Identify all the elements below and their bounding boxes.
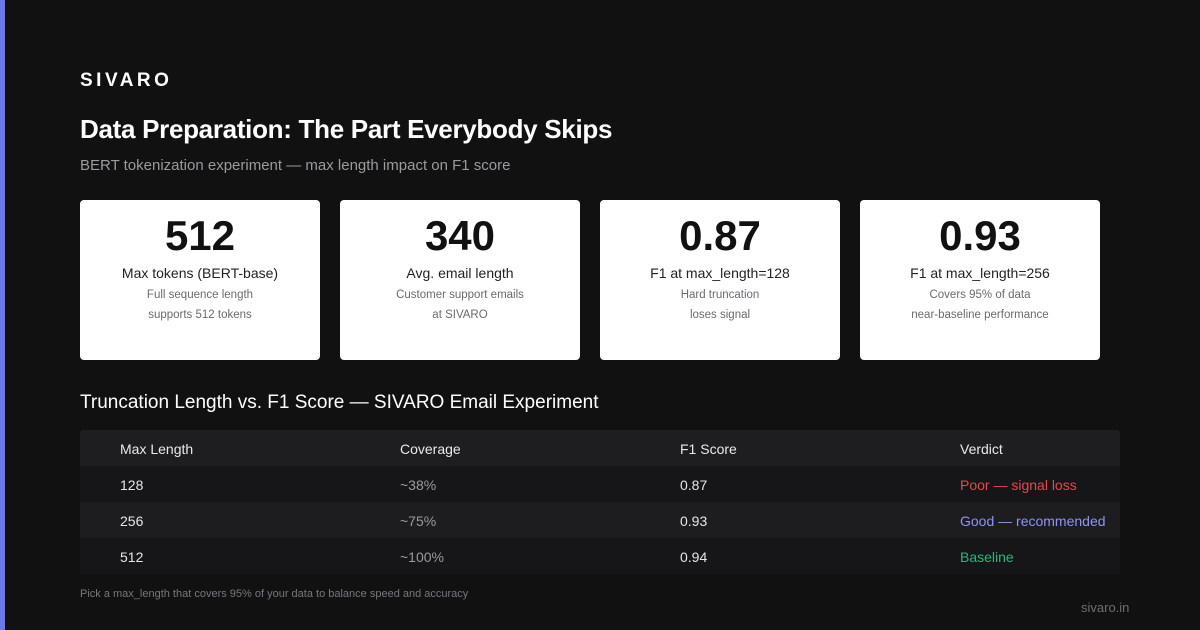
stat-description: at SIVARO bbox=[432, 309, 488, 321]
title: Data Preparation: The Part Everybody Ski… bbox=[80, 114, 613, 144]
stat-description: Full sequence length bbox=[146, 289, 254, 301]
stat-card: 0.93 F1 at max_length=256 Covers 95% of da… bbox=[860, 200, 1100, 360]
stat-card: 512 Max tokens (BERT-base) Full sequence l… bbox=[80, 200, 320, 360]
table-cell: ~38% bbox=[400, 477, 437, 493]
stat-card: 0.87 F1 at max_length=128 Hard truncation l… bbox=[600, 200, 840, 360]
column-header: Max Length bbox=[120, 441, 194, 457]
table-cell: 256 bbox=[120, 513, 144, 529]
table-cell: 0.94 bbox=[680, 549, 708, 565]
column-header: F1 Score bbox=[680, 441, 737, 457]
stat-description: loses signal bbox=[689, 309, 751, 321]
table-cell: 0.87 bbox=[680, 477, 708, 493]
stat-label: Avg. email length bbox=[406, 265, 514, 281]
table-row: 256 ~75% 0.93 Good — recommended bbox=[80, 502, 1120, 538]
table-cell: 0.93 bbox=[680, 513, 708, 529]
table-cell: 128 bbox=[120, 477, 144, 493]
table-cell: Good — recommended bbox=[960, 513, 1106, 529]
stat-description: near-baseline performance bbox=[911, 309, 1049, 321]
subtitle: BERT tokenization experiment — max lengt… bbox=[80, 157, 511, 174]
site-url: sivaro.in bbox=[1081, 600, 1130, 615]
table-cell: Poor — signal loss bbox=[960, 477, 1077, 493]
table-cell: Baseline bbox=[960, 549, 1014, 565]
table-row: 128 ~38% 0.87 Poor — signal loss bbox=[80, 466, 1120, 502]
stat-description: Customer support emails bbox=[396, 289, 524, 301]
table-title: Truncation Length vs. F1 Score — SIVARO … bbox=[80, 392, 599, 413]
table-cell: ~75% bbox=[400, 513, 437, 529]
column-header: Verdict bbox=[960, 441, 1003, 457]
footnote: Pick a max_length that covers 95% of you… bbox=[80, 588, 469, 600]
stat-value: 340 bbox=[424, 212, 496, 259]
stat-value: 0.87 bbox=[679, 212, 761, 259]
stat-value: 0.93 bbox=[939, 212, 1021, 259]
stat-card: 340 Avg. email length Customer support ema… bbox=[340, 200, 580, 360]
stat-description: Covers 95% of data bbox=[929, 289, 1031, 301]
table-cell: 512 bbox=[120, 549, 144, 565]
stat-label: F1 at max_length=128 bbox=[650, 265, 790, 281]
table: Max Length Coverage F1 Score Verdict 128 ~38%… bbox=[80, 430, 1120, 574]
table-row: 512 ~100% 0.94 Baseline bbox=[80, 538, 1120, 574]
brand: SIVARO bbox=[80, 70, 173, 91]
accent-bar bbox=[0, 0, 5, 630]
stat-value: 512 bbox=[164, 212, 236, 259]
stat-label: Max tokens (BERT-base) bbox=[121, 265, 279, 281]
stat-label: F1 at max_length=256 bbox=[910, 265, 1050, 281]
stat-description: supports 512 tokens bbox=[148, 309, 252, 321]
column-header: Coverage bbox=[400, 441, 461, 457]
table-header: Max Length Coverage F1 Score Verdict bbox=[80, 430, 1120, 466]
table-cell: ~100% bbox=[400, 549, 444, 565]
stat-description: Hard truncation bbox=[680, 289, 760, 301]
